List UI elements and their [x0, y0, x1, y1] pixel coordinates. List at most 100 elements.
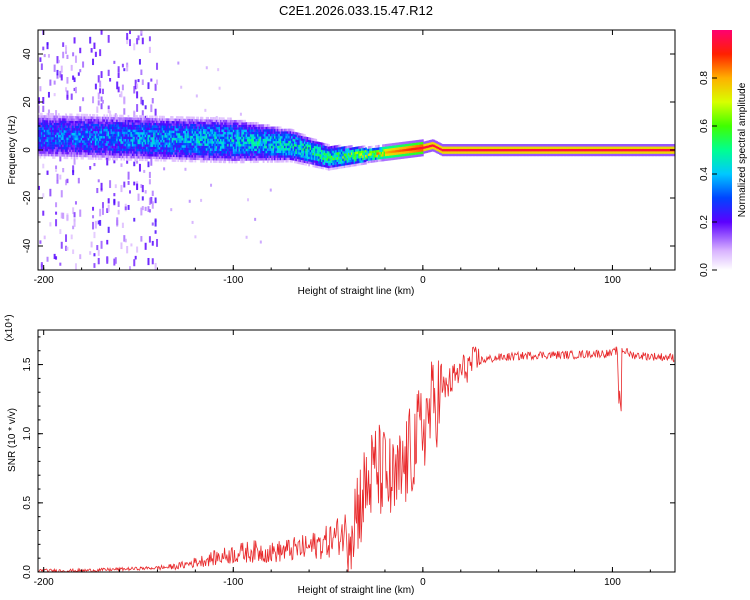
heatmap-ridge-cell [232, 158, 235, 161]
heatmap-ridge-cell [137, 139, 140, 142]
heatmap-ridge-cell [184, 121, 187, 124]
heatmap-ridge-cell [278, 143, 281, 146]
heatmap-ridge-cell [77, 113, 80, 117]
heatmap-ridge-cell [90, 152, 93, 155]
heatmap-ridge-cell [501, 148, 504, 152]
heatmap-ridge-cell [120, 148, 123, 151]
heatmap-ridge-cell [38, 120, 40, 123]
heatmap-ridge-cell [113, 114, 116, 118]
heatmap-ridge-cell [255, 150, 258, 154]
heatmap-ridge-cell [249, 158, 252, 161]
heatmap-ridge-cell [154, 144, 157, 148]
heatmap-ridge-cell [320, 159, 323, 162]
heatmap-ridge-cell [367, 153, 370, 156]
heatmap-noise-cell [40, 263, 43, 270]
heatmap-ridge-cell [67, 144, 70, 148]
heatmap-ridge-cell [74, 139, 77, 143]
heatmap-ridge-cell [110, 116, 113, 120]
heatmap-ridge-cell [231, 143, 234, 147]
heatmap-ridge-cell [154, 115, 157, 119]
heatmap-ridge-cell [171, 125, 174, 129]
heatmap-ridge-cell [330, 153, 333, 156]
heatmap-ridge-cell [63, 142, 66, 145]
heatmap-ridge-cell [207, 150, 210, 154]
heatmap-ridge-cell [177, 135, 180, 138]
heatmap-ridge-cell [178, 128, 181, 131]
heatmap-ridge-cell [183, 130, 185, 134]
heatmap-ridge-cell [440, 148, 443, 151]
heatmap-ridge-cell [70, 142, 73, 145]
heatmap-noise-cell [117, 66, 120, 73]
heatmap-ridge-cell [490, 151, 492, 154]
heatmap-ridge-cell [406, 146, 409, 149]
heatmap-ridge-cell [289, 157, 292, 161]
heatmap-ridge-cell [221, 134, 224, 137]
heatmap-ridge-cell [161, 156, 164, 160]
heatmap-ridge-cell [52, 132, 55, 135]
heatmap-ridge-cell [143, 122, 146, 126]
heatmap-noise-cell [113, 258, 116, 266]
heatmap-ridge-cell [133, 129, 136, 133]
heatmap-ridge-cell [320, 149, 323, 153]
heatmap-ridge-cell [333, 164, 336, 168]
heatmap-noise-cell [143, 169, 146, 173]
heatmap-ridge-cell [485, 151, 488, 154]
heatmap-ridge-cell [197, 150, 200, 153]
heatmap-ridge-cell [450, 146, 453, 149]
heatmap-ridge-cell [227, 139, 229, 142]
heatmap-ridge-cell [510, 144, 512, 147]
heatmap-ridge-cell [89, 113, 92, 117]
heatmap-ridge-cell [522, 144, 525, 147]
heatmap-noise-cell [93, 42, 96, 49]
heatmap-ridge-cell [52, 125, 55, 128]
heatmap-ridge-cell [47, 153, 50, 157]
heatmap-noise-cell [123, 68, 126, 72]
heatmap-ridge-cell [399, 149, 401, 152]
heatmap-ridge-cell [397, 142, 400, 145]
heatmap-ridge-cell [346, 148, 349, 151]
heatmap-noise-cell [163, 167, 166, 171]
heatmap-ridge-cell [339, 161, 342, 164]
heatmap-ridge-cell [192, 135, 195, 139]
heatmap-ridge-cell [258, 126, 261, 130]
heatmap-ridge-cell [416, 144, 419, 148]
heatmap-ridge-cell [84, 118, 87, 122]
heatmap-ridge-cell [163, 142, 165, 145]
heatmap-ridge-cell [40, 120, 43, 123]
heatmap-ridge-cell [76, 144, 79, 148]
heatmap-ridge-cell [57, 139, 60, 143]
heatmap-ridge-cell [394, 154, 397, 158]
heatmap-ridge-cell [271, 155, 274, 158]
heatmap-ridge-cell [498, 144, 501, 147]
heatmap-ridge-cell [187, 154, 190, 158]
heatmap-ridge-cell [103, 133, 106, 137]
heatmap-ridge-cell [274, 140, 276, 144]
heatmap-ridge-cell [242, 141, 245, 145]
heatmap-ridge-cell [387, 153, 390, 156]
heatmap-ridge-cell [57, 117, 60, 121]
heatmap-ridge-cell [178, 137, 181, 141]
heatmap-ridge-cell [130, 119, 133, 123]
heatmap-ridge-cell [271, 136, 274, 139]
heatmap-ridge-cell [82, 132, 84, 136]
heatmap-ridge-cell [225, 127, 228, 130]
heatmap-ridge-cell [151, 156, 154, 159]
heatmap-ridge-cell [187, 142, 190, 146]
heatmap-ridge-cell [454, 151, 457, 154]
heatmap-ridge-cell [366, 160, 369, 164]
heatmap-ridge-cell [136, 115, 138, 118]
heatmap-noise-cell [126, 160, 129, 164]
heatmap-ridge-cell [376, 159, 379, 163]
heatmap-ridge-cell [485, 153, 488, 157]
heatmap-ridge-cell [62, 149, 64, 152]
heatmap-noise-cell [66, 213, 69, 222]
heatmap-noise-cell [46, 256, 49, 262]
heatmap-noise-cell [116, 217, 119, 226]
heatmap-ridge-cell [134, 136, 137, 140]
heatmap-ridge-cell [517, 151, 519, 154]
heatmap-ridge-cell [596, 151, 599, 154]
heatmap-ridge-cell [438, 147, 441, 150]
heatmap-ridge-cell [259, 157, 262, 161]
heatmap-ridge-cell [183, 128, 185, 131]
heatmap-ridge-cell [106, 140, 109, 144]
